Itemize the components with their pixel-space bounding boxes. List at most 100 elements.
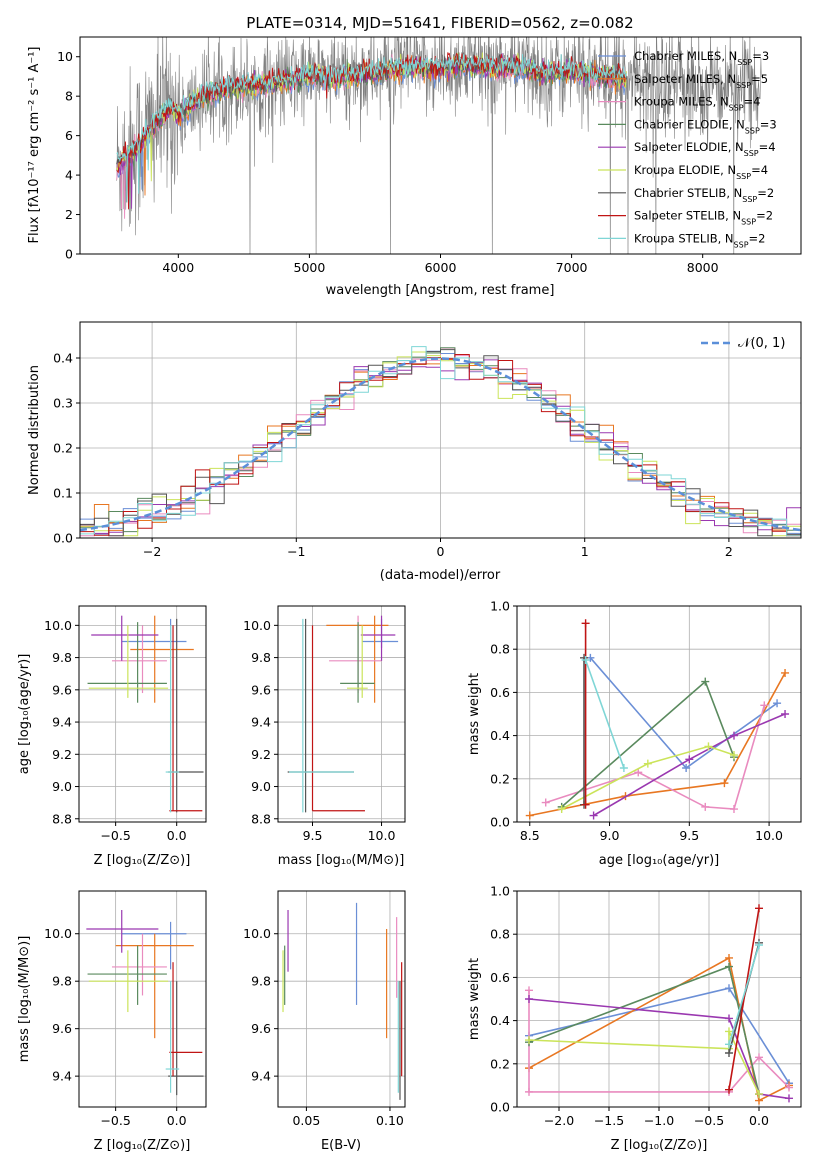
x-tick-label: −0.5	[694, 1113, 724, 1128]
point-marker-salpeter_elodie	[525, 995, 533, 1003]
z-mass-x-label: Z [log₁₀(Z/Z⊙)]	[94, 1138, 191, 1153]
z-weight-x-label: Z [log₁₀(Z/Z⊙)]	[611, 1138, 708, 1153]
z-weight-ticks: −2.0 −1.5 −1.0 −0.5 0.0 0.0 0.2 0.4 0.6 0.8 1.0	[490, 884, 769, 1129]
point-marker-kroupa_miles	[525, 1087, 533, 1096]
y-tick-label: 0.1	[53, 486, 73, 501]
point-marker-kroupa_elodie	[704, 742, 713, 751]
y-tick-label: 10	[57, 49, 73, 64]
z-age-y-label: age [log₁₀(age/yr)]	[17, 654, 32, 775]
z-age-panel: −0.5 0.0 8.8 9.0 9.2 9.4 9.6 9.8 10.0 Z [log₁₀(Z…	[17, 605, 207, 868]
point-marker-kroupa_elodie	[525, 1036, 533, 1045]
y-tick-label: 6	[65, 128, 73, 143]
z-mass-grid	[79, 891, 206, 1107]
point-marker-kroupa_elodie	[725, 1027, 733, 1036]
ebv-mass-panel: 0.05 0.10 9.4 9.6 9.8 10.0 E(B-V)	[243, 890, 406, 1153]
point-marker-salpeter_miles	[725, 953, 733, 962]
z-age-axes-frame	[78, 605, 207, 823]
age-weight-y-label: mass weight	[467, 673, 482, 755]
x-tick-label: −2	[143, 544, 161, 559]
y-tick-label: 1.0	[490, 884, 510, 899]
histogram-x-label: (data-model)/error	[380, 568, 501, 583]
ebv-mass-ticks: 0.05 0.10 9.4 9.6 9.8 10.0	[243, 926, 404, 1128]
x-tick-label: 9.5	[679, 828, 699, 843]
point-marker-salpeter_elodie	[725, 1014, 733, 1023]
y-tick-label: 9.8	[52, 650, 72, 665]
legend-label-chabrier_stelib: Chabrier STELIB, NSSP=2	[634, 186, 774, 204]
y-tick-label: 10.0	[243, 618, 271, 633]
y-tick-label: 9.0	[251, 779, 271, 794]
y-tick-label: 9.8	[251, 650, 271, 665]
mass-age-plot-area	[287, 615, 399, 813]
mass-age-ticks: 9.5 10.0 8.8 9.0 9.2 9.4 9.6 9.8 10.0	[243, 618, 395, 843]
x-tick-label: 0.0	[167, 828, 187, 843]
y-tick-label: 0.4	[490, 728, 510, 743]
point-marker-kroupa_miles	[525, 986, 533, 995]
x-tick-label: 0.05	[292, 1113, 320, 1128]
mass-age-x-label: mass [log₁₀(M/M⊙)]	[278, 853, 405, 868]
age-weight-ticks: 8.5 9.0 9.5 10.0 0.0 0.2 0.4 0.6 0.8 1.0	[490, 599, 783, 844]
point-marker-salpeter_elodie	[589, 811, 598, 820]
x-tick-label: 0.0	[167, 1113, 187, 1128]
point-marker-salpeter_miles	[781, 668, 790, 677]
point-marker-chabrier_miles	[773, 699, 782, 708]
z-age-plot-area	[87, 615, 204, 813]
point-marker-kroupa_miles	[760, 701, 769, 710]
z-mass-plot-area	[86, 909, 204, 1096]
y-tick-label: 10.0	[44, 618, 72, 633]
z-age-ticks: −0.5 0.0 8.8 9.0 9.2 9.4 9.6 9.8 10.0	[44, 618, 187, 843]
point-marker-salpeter_miles	[720, 779, 729, 788]
histogram-ticks: −2 −1 0 1 2 0.0 0.1 0.2 0.3 0.4	[53, 351, 733, 560]
x-tick-label: 8000	[687, 260, 719, 275]
legend-label-kroupa_elodie: Kroupa ELODIE, NSSP=4	[634, 163, 768, 181]
series-line-kroupa_elodie	[561, 745, 735, 810]
y-tick-label: 0.8	[490, 927, 510, 942]
normal-legend-label: 𝒩(0, 1)	[738, 336, 785, 351]
point-marker-salpeter_elodie	[781, 710, 790, 718]
y-tick-label: 0.0	[490, 1100, 510, 1115]
point-marker-salpeter_stelib	[581, 619, 590, 628]
y-tick-label: 8.8	[52, 811, 72, 826]
legend-label-salpeter_miles: Salpeter MILES, NSSP=5	[634, 72, 768, 90]
y-tick-label: 0.0	[490, 815, 510, 830]
point-marker-kroupa_elodie	[729, 751, 738, 760]
mass-age-grid	[278, 606, 405, 822]
point-marker-salpeter_stelib	[755, 904, 763, 913]
y-tick-label: 9.4	[251, 715, 271, 730]
series-line-chabrier_elodie	[528, 965, 760, 1095]
point-marker-kroupa_elodie	[755, 1090, 763, 1099]
point-marker-salpeter_stelib	[581, 800, 590, 809]
age-weight-panel: 8.5 9.0 9.5 10.0 0.0 0.2 0.4 0.6 0.8 1.0 age [log…	[467, 599, 802, 868]
z-weight-panel: −2.0 −1.5 −1.0 −0.5 0.0 0.0 0.2 0.4 0.6 0.8 1.0 Z …	[467, 884, 802, 1153]
point-marker-kroupa_stelib	[725, 1040, 733, 1049]
x-tick-label: 10.0	[368, 828, 396, 843]
y-tick-label: 9.2	[52, 747, 72, 762]
x-tick-label: −2.0	[544, 1113, 574, 1128]
point-marker-salpeter_miles	[525, 811, 534, 820]
histogram-y-label: Normed distribution	[27, 365, 42, 495]
model-spectrum-kroupa_stelib	[116, 53, 627, 203]
y-tick-label: 9.4	[251, 1069, 271, 1084]
mass-age-axes-frame	[277, 605, 406, 823]
spectrum-legend: Chabrier MILES, NSSP=3 Salpeter MILES, NS…	[598, 49, 777, 249]
point-marker-chabrier_miles	[725, 984, 733, 993]
point-marker-chabrier_elodie	[725, 962, 733, 971]
x-tick-label: −0.5	[100, 1113, 130, 1128]
age-weight-plot-area	[525, 619, 790, 820]
age-weight-grid	[517, 605, 801, 823]
point-marker-salpeter_elodie	[785, 1094, 793, 1103]
y-tick-label: 0.4	[490, 1013, 510, 1028]
x-tick-label: 2	[725, 544, 733, 559]
y-tick-label: 0.2	[490, 771, 510, 786]
y-tick-label: 0.6	[490, 970, 510, 985]
z-mass-ticks: −0.5 0.0 9.4 9.6 9.8 10.0	[44, 926, 187, 1128]
spectrum-lines	[116, 37, 762, 254]
y-tick-label: 10.0	[243, 926, 271, 941]
y-tick-label: 0.8	[490, 642, 510, 657]
mass-age-panel: 9.5 10.0 8.8 9.0 9.2 9.4 9.6 9.8 10.0 mass [log₁…	[243, 605, 406, 868]
point-marker-kroupa_stelib	[619, 764, 628, 772]
series-line-kroupa_stelib	[584, 659, 625, 769]
y-tick-label: 9.6	[251, 682, 271, 697]
point-marker-kroupa_miles	[701, 802, 710, 811]
y-tick-label: 8	[65, 89, 73, 104]
